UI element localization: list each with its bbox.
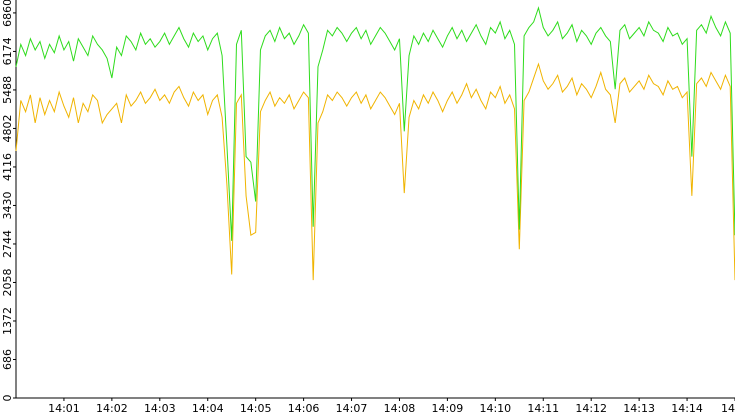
x-tick-label: 14:03 [144,402,176,415]
x-tick-label: 14:06 [288,402,320,415]
y-tick-label: 6860 [1,0,14,27]
y-tick-label: 4116 [1,153,14,181]
x-tick-label: 14:01 [48,402,80,415]
x-tick-label: 14:11 [527,402,559,415]
series-line [15,6,735,241]
y-tick-label: 2058 [1,268,14,296]
y-tick-label: 6174 [1,37,14,65]
y-tick-label: 5488 [1,76,14,104]
y-tick-label: 3430 [1,191,14,219]
x-tick-label: 14:10 [479,402,511,415]
y-tick-label: 4802 [1,114,14,142]
x-tick-label: 14:08 [384,402,416,415]
y-tick-label: 2744 [1,230,14,258]
x-tick-label: 14:09 [432,402,464,415]
x-tick-label: 14:05 [240,402,272,415]
y-tick-label: 686 [1,349,14,370]
x-tick-label: 14:02 [96,402,128,415]
series-line [15,62,735,281]
x-tick-label: 14:07 [336,402,368,415]
x-tick-label: 14 [721,402,735,415]
x-tick-label: 14:13 [623,402,655,415]
x-tick-label: 14:12 [575,402,607,415]
y-tick-label: 0 [1,395,14,402]
y-tick-label: 1372 [1,307,14,335]
x-tick-label: 14:14 [671,402,703,415]
x-tick-label: 14:04 [192,402,224,415]
